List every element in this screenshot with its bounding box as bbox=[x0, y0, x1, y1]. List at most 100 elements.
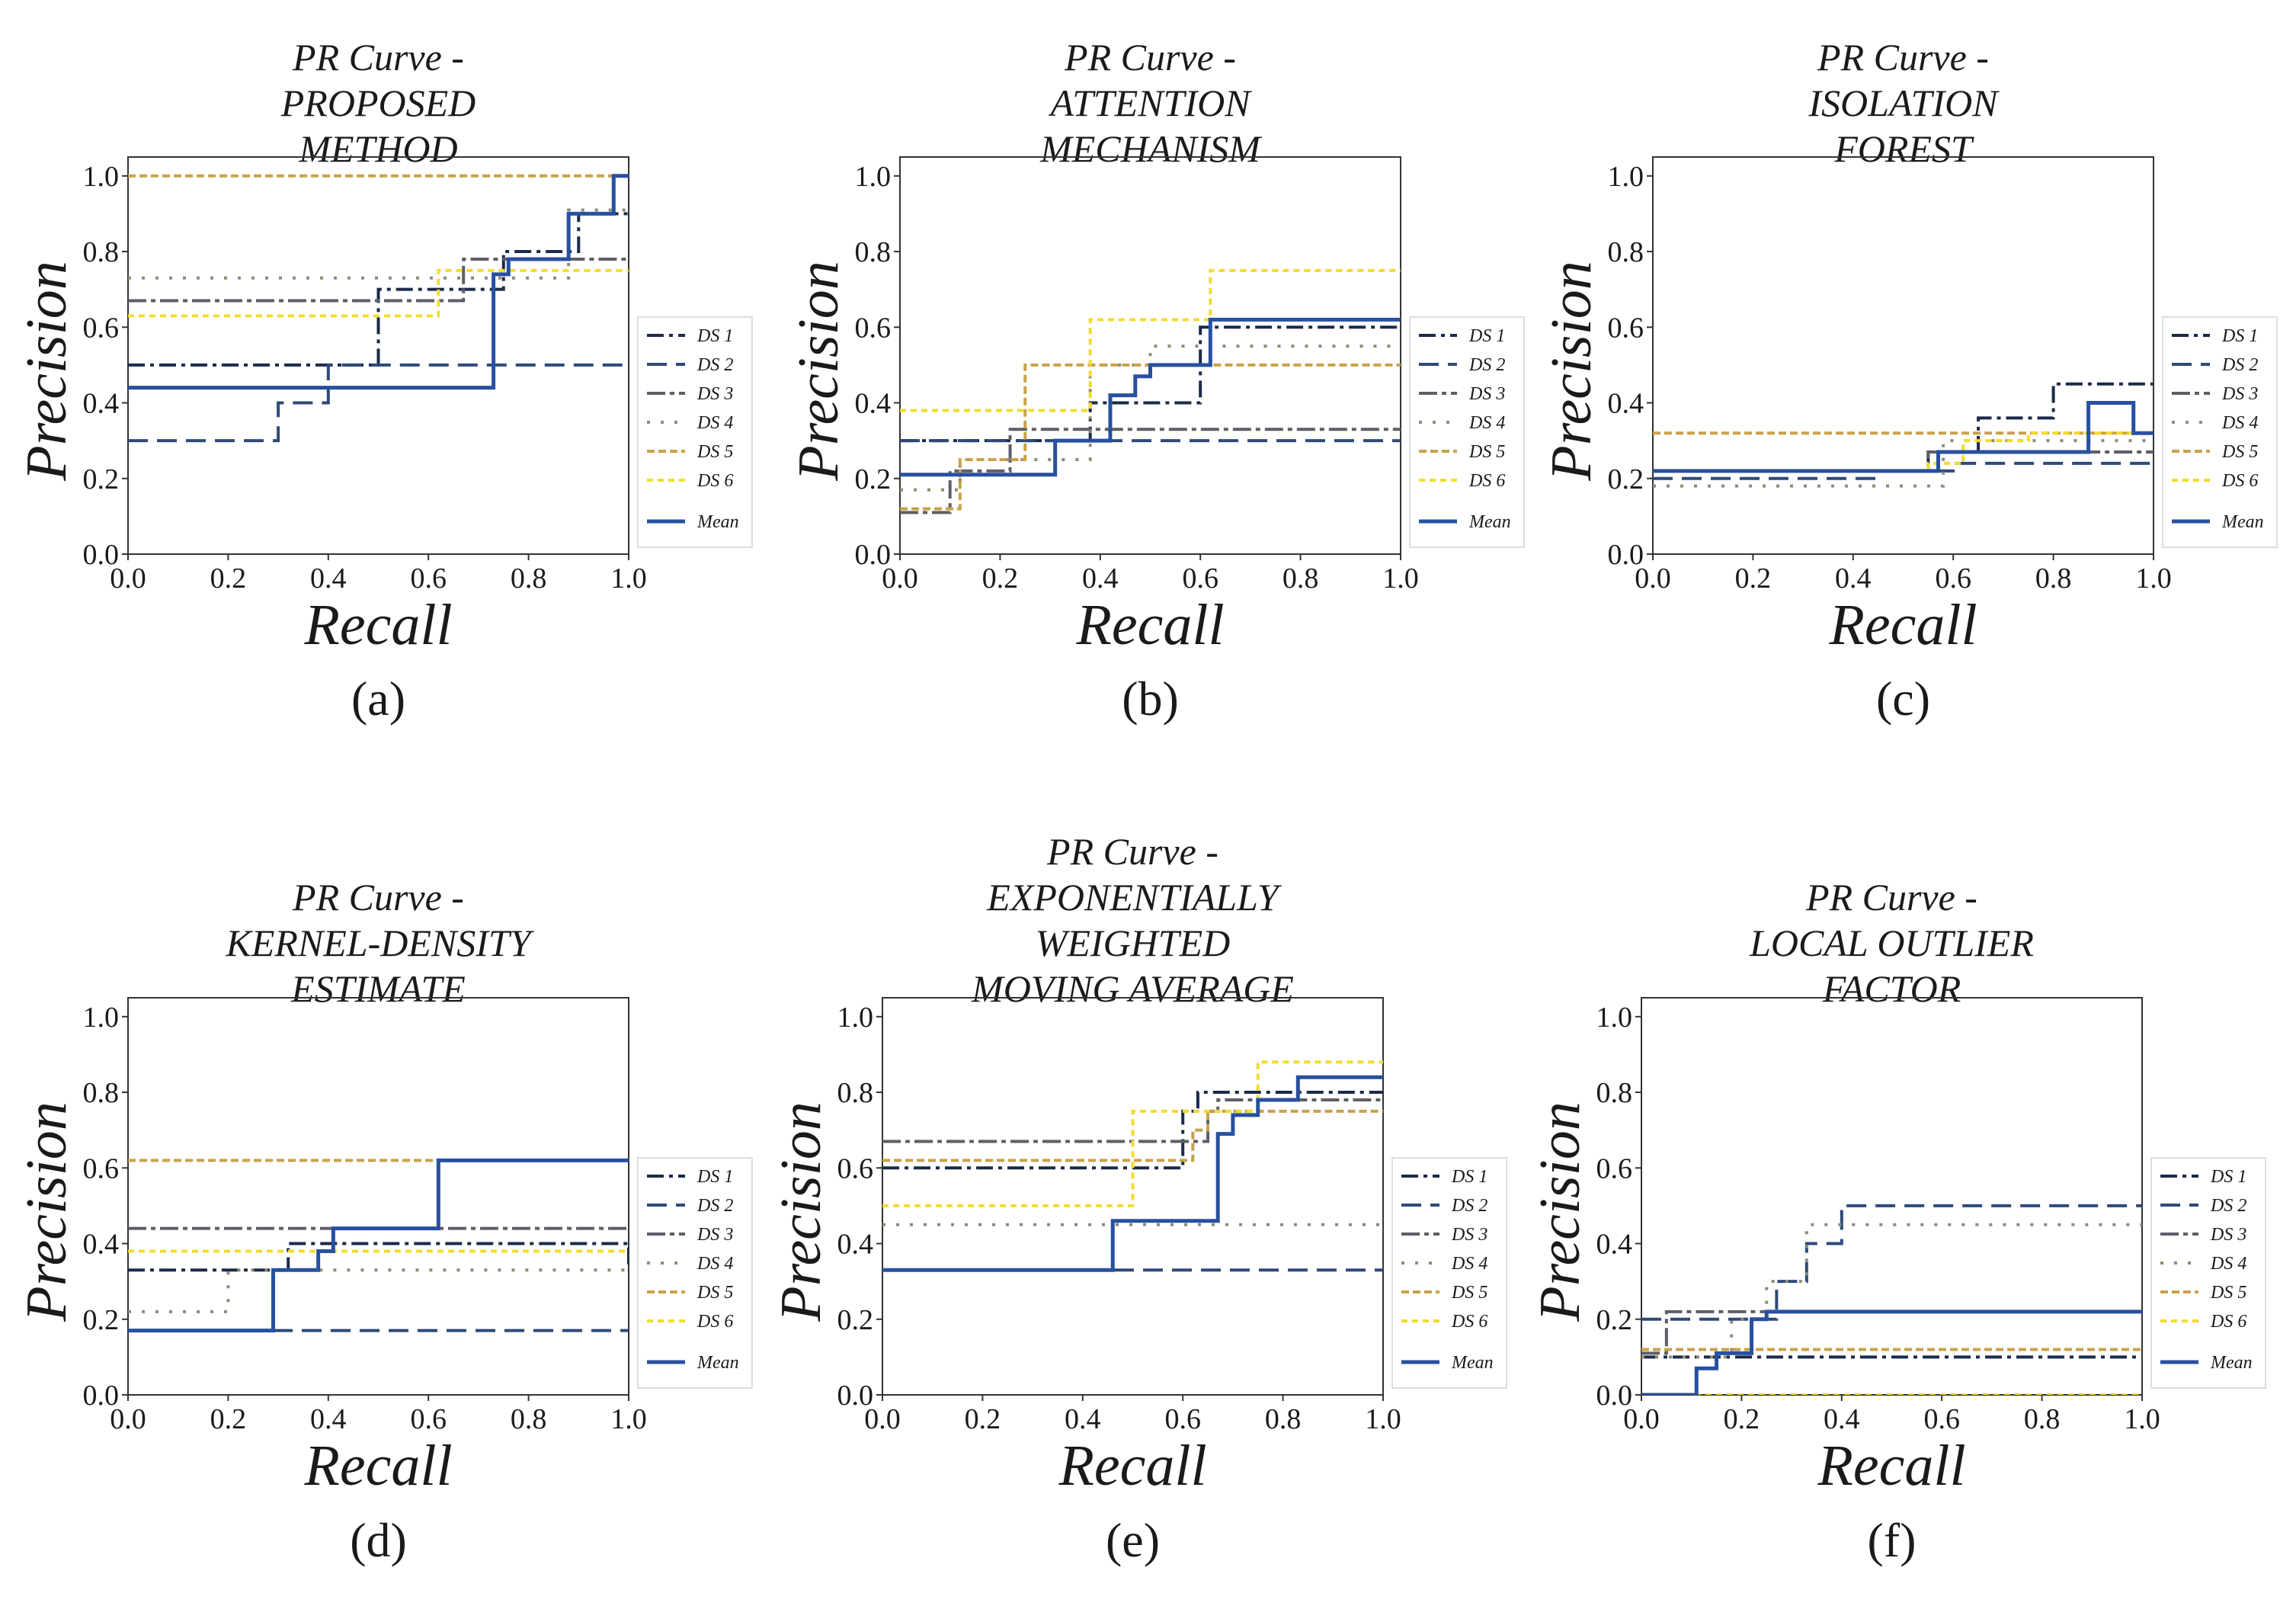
series-line-ds-4 bbox=[128, 1268, 629, 1313]
x-tick-label: 0.0 bbox=[1635, 563, 1671, 595]
legend-entry: DS 1 bbox=[1468, 326, 1505, 346]
y-tick-label: 0.8 bbox=[837, 1077, 874, 1109]
y-tick-label: 0.4 bbox=[1596, 1229, 1633, 1261]
series-line-mean bbox=[900, 317, 1401, 477]
series-line-ds-1 bbox=[128, 1242, 629, 1272]
panel-caption: (e) bbox=[1106, 1513, 1160, 1567]
plot-frame bbox=[882, 997, 1384, 1396]
series-line-ds-1 bbox=[128, 212, 629, 367]
chart-title-line: PR Curve - bbox=[1805, 876, 1977, 918]
chart-title-line: PROPOSED bbox=[280, 82, 476, 124]
panel-caption: (b) bbox=[1122, 672, 1179, 726]
legend-entry: Mean bbox=[696, 512, 739, 532]
legend-entry: DS 3 bbox=[696, 384, 733, 404]
plot-frame bbox=[1641, 997, 2143, 1396]
y-tick-label: 1.0 bbox=[837, 1002, 874, 1034]
x-tick-label: 0.8 bbox=[1265, 1403, 1302, 1435]
y-tick-label: 0.4 bbox=[83, 388, 120, 420]
y-tick-label: 0.2 bbox=[83, 463, 120, 495]
y-tick-label: 0.4 bbox=[855, 388, 892, 420]
y-tick-label: 1.0 bbox=[83, 1002, 120, 1034]
series-line-ds-6 bbox=[128, 268, 629, 318]
x-tick-label: 0.8 bbox=[1282, 563, 1319, 595]
legend-entry: DS 4 bbox=[2210, 1254, 2246, 1274]
series-line-ds-6 bbox=[900, 268, 1401, 412]
series-line-ds-3 bbox=[1653, 450, 2154, 473]
legend-entry: DS 3 bbox=[2210, 1225, 2246, 1245]
chart-title-line: ATTENTION bbox=[1048, 82, 1252, 124]
chart-title-line: KERNEL-DENSITY bbox=[225, 922, 534, 964]
y-tick-label: 0.4 bbox=[837, 1229, 874, 1261]
y-tick-label: 0.2 bbox=[83, 1304, 120, 1336]
x-tick-label: 0.8 bbox=[2024, 1403, 2061, 1435]
x-axis-label: Recall bbox=[1817, 1434, 1965, 1498]
x-tick-label: 0.0 bbox=[110, 563, 146, 595]
chart-title-line: PR Curve - bbox=[1046, 830, 1218, 873]
x-axis-label: Recall bbox=[1058, 1434, 1206, 1498]
series-line-ds-6 bbox=[882, 1060, 1383, 1207]
panel-caption: (f) bbox=[1868, 1513, 1917, 1567]
plot-frame bbox=[127, 997, 629, 1396]
y-tick-label: 0.8 bbox=[83, 1077, 120, 1109]
x-tick-label: 0.4 bbox=[1824, 1403, 1860, 1435]
y-tick-label: 0.0 bbox=[855, 539, 892, 571]
y-tick-label: 0.0 bbox=[83, 1380, 120, 1412]
y-tick-label: 0.6 bbox=[1596, 1152, 1633, 1184]
legend-entry: DS 5 bbox=[2221, 442, 2258, 462]
legend-entry: DS 2 bbox=[696, 355, 733, 375]
y-tick-label: 0.0 bbox=[837, 1380, 874, 1412]
chart-title-line: PR Curve - bbox=[1817, 36, 1989, 79]
chart-title-line: MOVING AVERAGE bbox=[971, 967, 1294, 1010]
panel-caption: (c) bbox=[1876, 672, 1930, 726]
legend-entry: DS 6 bbox=[2221, 471, 2258, 491]
chart-title-line: ISOLATION bbox=[1808, 82, 2000, 124]
legend-entry: DS 4 bbox=[696, 413, 733, 433]
legend-entry: DS 6 bbox=[696, 471, 733, 491]
legend-entry: Mean bbox=[696, 1353, 739, 1373]
series-line-ds-2 bbox=[1641, 1204, 2142, 1321]
x-tick-label: 1.0 bbox=[2135, 563, 2172, 595]
legend-entry: Mean bbox=[2221, 512, 2264, 532]
chart-title-line: WEIGHTED bbox=[1036, 922, 1231, 964]
x-tick-label: 0.8 bbox=[511, 1403, 547, 1435]
y-tick-label: 0.4 bbox=[83, 1229, 120, 1261]
y-axis-label: Precision bbox=[1528, 1101, 1592, 1322]
series-line-ds-3 bbox=[900, 428, 1401, 514]
chart-title-line: EXPONENTIALLY bbox=[986, 876, 1282, 918]
y-tick-label: 0.8 bbox=[83, 236, 120, 268]
x-tick-label: 0.2 bbox=[210, 563, 247, 595]
plot-frame bbox=[899, 156, 1401, 555]
y-tick-label: 0.2 bbox=[837, 1304, 874, 1336]
legend-entry: DS 3 bbox=[1468, 384, 1505, 404]
plot-frame bbox=[127, 156, 629, 555]
legend-entry: DS 1 bbox=[2221, 326, 2258, 346]
y-tick-label: 0.0 bbox=[83, 539, 120, 571]
x-tick-label: 0.0 bbox=[1623, 1403, 1660, 1435]
x-tick-label: 0.2 bbox=[210, 1403, 247, 1435]
series-line-mean bbox=[1653, 401, 2154, 473]
legend-entry: Mean bbox=[1468, 512, 1511, 532]
legend-entry: DS 5 bbox=[1468, 442, 1505, 462]
y-tick-label: 0.6 bbox=[83, 312, 120, 344]
y-tick-label: 1.0 bbox=[83, 161, 120, 193]
legend-box bbox=[1409, 316, 1525, 548]
x-tick-label: 0.8 bbox=[511, 563, 547, 595]
x-axis-label: Recall bbox=[303, 593, 452, 657]
y-tick-label: 0.2 bbox=[855, 463, 892, 495]
x-tick-label: 0.6 bbox=[1923, 1403, 1960, 1435]
chart-title-line: FOREST bbox=[1833, 127, 1974, 170]
y-tick-label: 0.6 bbox=[837, 1152, 874, 1184]
y-axis-label: Precision bbox=[14, 261, 78, 481]
legend-entry: DS 4 bbox=[696, 1254, 733, 1274]
y-tick-label: 0.8 bbox=[1596, 1077, 1633, 1109]
legend-entry: DS 4 bbox=[1451, 1254, 1487, 1274]
x-tick-label: 1.0 bbox=[610, 563, 647, 595]
legend-entry: DS 5 bbox=[696, 1283, 733, 1303]
legend-entry: DS 5 bbox=[1451, 1283, 1487, 1303]
y-tick-label: 0.2 bbox=[1596, 1304, 1633, 1336]
legend-entry: DS 2 bbox=[2221, 355, 2258, 375]
legend-entry: DS 3 bbox=[2221, 384, 2258, 404]
